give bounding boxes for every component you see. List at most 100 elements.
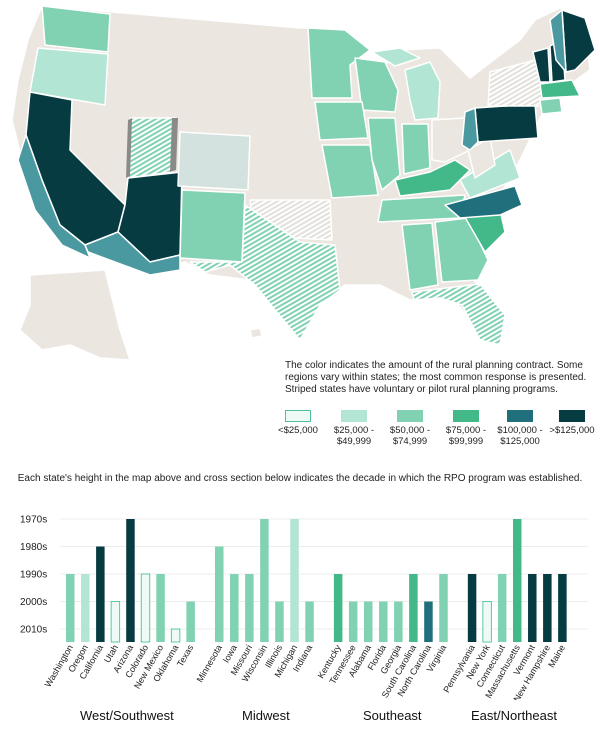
legend-swatch (507, 410, 533, 422)
bar-indiana (305, 601, 314, 642)
legend-label-2: $74,999 (392, 436, 428, 447)
bar-virginia (439, 574, 448, 642)
y-tick-label: 1990s (20, 570, 47, 581)
state-north-carolina (444, 185, 523, 219)
region-label-midwest: Midwest (242, 708, 290, 723)
alaska-silhouette (19, 269, 131, 360)
state-texas (189, 204, 341, 341)
bar-washington (66, 574, 75, 642)
state-pennsylvania-side (461, 107, 479, 151)
bar-missouri (245, 574, 254, 642)
state-maine (561, 9, 596, 73)
state-washington (41, 5, 111, 53)
legend-item-tier3: $75,000 - $99,999 (438, 410, 494, 447)
state-kentucky (394, 159, 471, 197)
legend-swatch (285, 410, 311, 422)
state-minnesota (307, 27, 371, 99)
y-tick-label: 1970s (20, 515, 47, 526)
state-oregon (29, 47, 109, 106)
bar-new-mexico (156, 574, 165, 642)
legend-item-tier1: $25,000 - $49,999 (326, 410, 382, 447)
legend-label-2: $49,999 (336, 436, 372, 447)
bar-massachusetts (512, 519, 522, 642)
legend-label: $25,000 - (333, 425, 375, 436)
legend-swatch (341, 410, 367, 422)
bar-colorado (140, 573, 151, 643)
state-florida (411, 283, 506, 346)
cross-section-heading: Each state's height in the map above and… (17, 473, 583, 484)
state-arizona-side (84, 231, 181, 276)
legend-item-tier2: $50,000 - $74,999 (382, 410, 438, 447)
state-massachusetts (539, 79, 581, 99)
region-label-southeast: Southeast (363, 708, 422, 723)
bar-utah (110, 601, 121, 643)
bar-south-carolina (409, 574, 418, 642)
state-michigan (404, 61, 441, 121)
state-illinois (367, 117, 401, 191)
bar-florida (379, 601, 388, 642)
bar-pennsylvania (467, 574, 477, 642)
state-iowa (314, 101, 369, 141)
bar-north-carolina (424, 601, 433, 642)
state-california-side (17, 134, 91, 259)
legend-item-tier5: >$125,000 (544, 410, 600, 436)
legend-label: <$25,000 (278, 425, 318, 436)
legend-label: $100,000 - (497, 425, 543, 436)
y-tick-label: 2010s (20, 625, 47, 636)
state-alabama (401, 222, 439, 291)
state-new-mexico (179, 189, 246, 263)
legend-label: $75,000 - (445, 425, 487, 436)
bar-georgia (394, 601, 403, 642)
region-label-west-southwest: West/Southwest (80, 708, 174, 723)
bar-michigan (290, 519, 299, 642)
hawaii-silhouette (249, 327, 263, 339)
state-pennsylvania (474, 103, 539, 143)
caption-line-1: The color indicates the amount of the ru… (285, 360, 583, 371)
bar-illinois (275, 601, 284, 642)
state-maine-side (549, 9, 567, 73)
caption-line-2: regions vary within states; the most com… (285, 372, 587, 383)
bar-vermont (528, 574, 537, 642)
bar-oklahoma (170, 628, 181, 643)
legend-label: >$125,000 (549, 425, 595, 436)
state-colorado (177, 131, 251, 191)
y-tick-label: 1980s (20, 542, 47, 553)
legend-swatch (453, 410, 479, 422)
state-ohio (431, 117, 471, 163)
state-michigan-up (371, 47, 421, 67)
bar-wisconsin (260, 519, 269, 642)
bar-new-york (482, 601, 492, 643)
state-connecticut (539, 97, 563, 115)
x-tick-label: Minnesota (195, 643, 224, 684)
x-tick-label: Texas (175, 643, 196, 669)
state-utah (127, 117, 176, 179)
bar-california (96, 546, 105, 642)
state-missouri (321, 144, 379, 199)
bar-kentucky (333, 574, 343, 642)
bar-iowa (230, 574, 239, 642)
bar-texas (186, 601, 195, 642)
bar-new-hampshire (543, 574, 552, 642)
legend-label-2: $125,000 (500, 436, 540, 447)
bar-arizona (126, 519, 135, 642)
colorado-extrusion-edge (126, 118, 132, 178)
caption-line-3: Striped states have voluntary or pilot r… (285, 384, 558, 395)
legend-item-tier4: $100,000 - $125,000 (492, 410, 548, 447)
bar-maine (558, 574, 567, 642)
utah-extrusion-edge (170, 118, 178, 172)
legend-label-2: $99,999 (448, 436, 484, 447)
map-caption: The color indicates the amount of the ru… (285, 360, 595, 396)
us-rural-planning-map (11, 5, 596, 360)
bar-tennessee (348, 601, 358, 642)
y-tick-label: 2000s (20, 597, 47, 608)
bar-oregon (81, 574, 90, 642)
bar-minnesota (214, 546, 224, 642)
state-indiana (401, 123, 431, 175)
legend-label: $50,000 - (389, 425, 431, 436)
region-label-east-northeast: East/Northeast (471, 708, 557, 723)
legend-swatch (559, 410, 585, 422)
legend-swatch (397, 410, 423, 422)
bar-alabama (363, 601, 373, 642)
legend-item-tier0: <$25,000 (270, 410, 326, 436)
